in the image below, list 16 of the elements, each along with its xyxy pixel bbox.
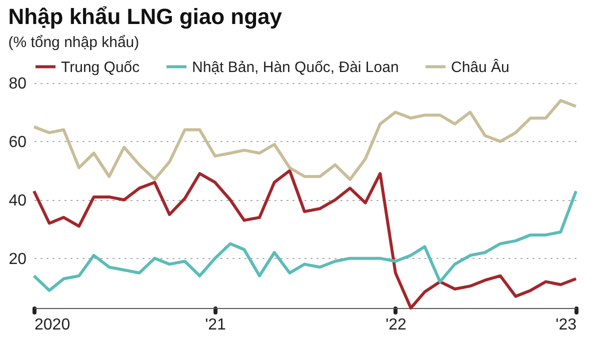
legend-label: Trung Quốc: [61, 58, 140, 76]
chart-subtitle: (% tổng nhập khẩu): [8, 34, 140, 51]
x-tick-label: '21: [205, 316, 226, 334]
line-series: [32, 169, 578, 310]
x-tick-label: 2020: [34, 316, 70, 334]
y-tick-label: 40: [8, 192, 27, 210]
line-series: [32, 190, 578, 292]
y-tick-label: 80: [8, 76, 27, 92]
y-tick-label: 60: [8, 134, 27, 151]
line-series: [32, 99, 578, 181]
y-tick-label: 20: [8, 250, 27, 268]
x-tick-label: '22: [386, 316, 407, 334]
legend-label: Châu Âu: [451, 58, 510, 76]
legend-label: Nhật Bản, Hàn Quốc, Đài Loan: [192, 58, 399, 76]
x-tick-label: '23: [556, 316, 577, 334]
chart-title: Nhập khẩu LNG giao ngay: [8, 4, 283, 29]
